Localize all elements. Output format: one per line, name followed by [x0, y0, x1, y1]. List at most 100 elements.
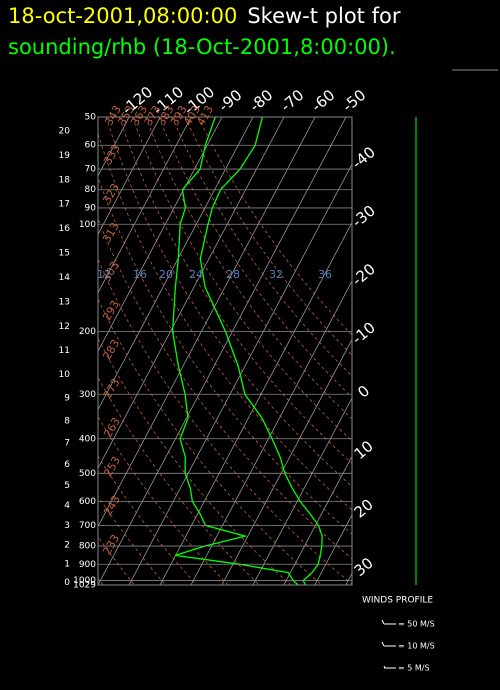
height-tick-label: 15 [59, 249, 70, 259]
dry-adiabat [132, 117, 352, 442]
x-tick-label: -40 [349, 143, 379, 173]
dry-adiabat [105, 117, 352, 487]
dry-adiabat [98, 258, 352, 585]
dry-adiabat [171, 117, 352, 377]
dry-adiabat [98, 455, 198, 585]
x-tick-label: -20 [349, 260, 379, 290]
dry-adiabat [98, 298, 323, 585]
x-tick-label: 20 [351, 495, 377, 521]
x-tick-label: -70 [277, 86, 307, 116]
isotherm [98, 117, 316, 528]
height-tick-label: 4 [64, 501, 70, 511]
isotherm [314, 514, 352, 585]
dry-adiabat [98, 495, 166, 585]
height-tick-label: 19 [59, 151, 71, 161]
theta-label: 293 [100, 298, 122, 323]
isotherm [190, 280, 352, 585]
mixing-ratio-label: 28 [226, 268, 240, 281]
height-tick-label: 5 [64, 481, 70, 491]
x-tick-label: 0 [354, 382, 373, 402]
mixing-ratio-label: 16 [133, 268, 147, 281]
theta-label: 233 [100, 532, 122, 557]
y-tick-label: 70 [85, 165, 97, 175]
mixing-ratio-label: 36 [318, 268, 332, 281]
theta-label: 333 [101, 142, 123, 167]
theta-label: 253 [101, 454, 123, 479]
wind-legend-title: WINDS PROFILE [362, 596, 433, 606]
dry-adiabat [198, 117, 352, 336]
dry-adiabat [98, 217, 352, 560]
plot-background [98, 117, 352, 585]
isotherm [98, 117, 223, 352]
dry-adiabat [98, 132, 352, 511]
dry-adiabat [145, 117, 352, 420]
x-tick-label: -30 [349, 201, 379, 231]
theta-label: 273 [101, 376, 123, 401]
dry-adiabat [98, 376, 260, 585]
x-tick-label: -50 [339, 86, 369, 116]
height-tick-label: 16 [59, 224, 71, 234]
wind-legend-item: = 10 M/S [398, 642, 435, 651]
legend-icon [381, 619, 396, 625]
isotherm [98, 117, 254, 411]
y-tick-label: 100 [79, 220, 96, 230]
y-tick-label: 50 [85, 113, 97, 123]
height-tick-label: 1 [64, 560, 70, 570]
x-tick-label: -10 [349, 318, 379, 348]
y-tick-label: 800 [79, 542, 96, 552]
height-tick-label: 13 [59, 297, 70, 307]
isotherm [345, 572, 352, 585]
height-tick-label: 6 [64, 460, 70, 470]
height-tick-label: 3 [64, 521, 70, 531]
title-time: 18-oct-2001,08:00:00 [8, 4, 237, 28]
x-tick-label: -60 [308, 86, 338, 116]
height-tick-label: 8 [64, 416, 70, 426]
height-tick-label: 14 [59, 273, 71, 283]
dry-adiabat [98, 175, 352, 535]
isotherm [128, 163, 352, 585]
isotherm [98, 117, 347, 585]
x-tick-label: 10 [351, 437, 377, 463]
mixing-ratio-label: 24 [189, 268, 203, 281]
y-tick-label: 300 [79, 390, 96, 400]
wind-legend-item: = 5 M/S [398, 664, 430, 673]
isotherm [283, 455, 352, 585]
legend-icon [381, 641, 396, 647]
height-tick-label: 11 [59, 346, 70, 356]
height-tick-label: 17 [59, 200, 70, 210]
isotherm [98, 117, 192, 294]
height-tick-label: 20 [59, 127, 71, 137]
isotherm [98, 117, 161, 236]
x-tick-label: -90 [215, 86, 245, 116]
y-tick-label: 80 [85, 185, 97, 195]
height-tick-label: 12 [59, 322, 70, 332]
mixing-ratio-label: 12 [97, 268, 111, 281]
y-tick-label: 1000 [73, 576, 96, 586]
height-tick-label: 9 [64, 394, 70, 404]
height-tick-label: 10 [59, 370, 71, 380]
chart-title: 18-oct-2001,08:00:00 Skew-t plot for [8, 4, 401, 28]
height-tick-label: 7 [64, 438, 70, 448]
y-tick-label: 400 [79, 434, 96, 444]
y-tick-label: 60 [85, 141, 97, 151]
x-tick-label: -80 [246, 86, 276, 116]
wind-legend-item: = 50 M/S [398, 620, 435, 629]
y-tick-label: 500 [79, 469, 96, 479]
title-text: Skew-t plot for [247, 4, 400, 28]
dry-adiabat [98, 337, 291, 585]
chart-subtitle: sounding/rhb (18-Oct-2001,8:00:00). [8, 35, 396, 59]
isotherm [252, 397, 352, 585]
y-tick-label: 600 [79, 497, 96, 507]
profile-line [199, 117, 323, 585]
profile-line [171, 117, 299, 585]
y-tick-label: 700 [79, 521, 96, 531]
mixing-ratio-label: 32 [269, 268, 283, 281]
y-tick-label: 90 [85, 203, 97, 213]
y-tick-label: 1029 [73, 581, 96, 591]
x-tick-label: 30 [351, 554, 377, 580]
y-tick-label: 900 [79, 560, 96, 570]
height-tick-label: 0 [64, 578, 70, 588]
plot-frame [97, 116, 353, 586]
mixing-ratio-label: 20 [159, 268, 173, 281]
